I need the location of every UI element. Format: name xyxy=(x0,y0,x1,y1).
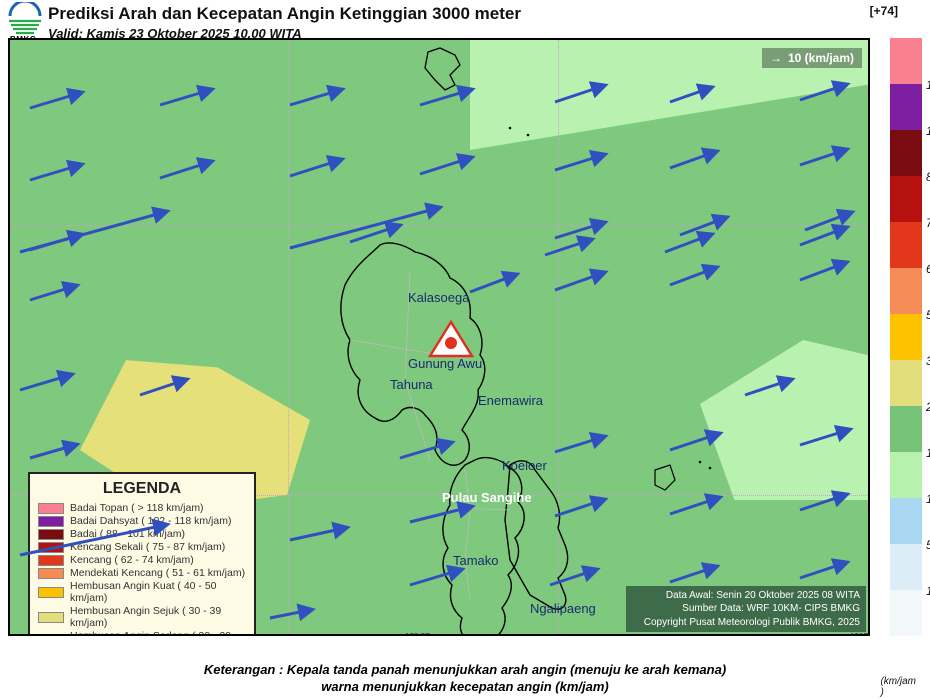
colorbar-tick-1: 1 xyxy=(926,584,930,598)
colorbar-seg-1 xyxy=(890,84,922,130)
colorbar-seg-10 xyxy=(890,498,922,544)
colorbar-seg-2 xyxy=(890,130,922,176)
colorbar-seg-3 xyxy=(890,176,922,222)
colorbar-tick-74: 74 xyxy=(926,216,930,230)
colorbar-tick-39: 39 xyxy=(926,354,930,368)
colorbar-seg-4 xyxy=(890,222,922,268)
map-canvas[interactable]: Kalasoega Gunung Awu Tahuna Enemawira Ko… xyxy=(8,38,870,636)
colorbar-tick-61: 61 xyxy=(926,262,930,276)
frame-counter-label: [+74] xyxy=(870,4,898,18)
colorbar-seg-7 xyxy=(890,360,922,406)
bmkg-logo-icon xyxy=(8,2,42,38)
colorbar-tick-11: 11 xyxy=(926,492,930,506)
colorbar-seg-5 xyxy=(890,268,922,314)
colorbar-tick-101: 101 xyxy=(926,124,930,138)
caption-line-1: Keterangan : Kepala tanda panah menunjuk… xyxy=(0,662,930,679)
map-caption: Keterangan : Kepala tanda panah menunjuk… xyxy=(0,662,930,696)
colorbar-seg-9 xyxy=(890,452,922,498)
colorbar-seg-0 xyxy=(890,38,922,84)
colorbar-tick-87: 87 xyxy=(926,170,930,184)
colorbar-seg-11 xyxy=(890,544,922,590)
colorbar-tick-5: 5 xyxy=(926,538,930,552)
main-title: Prediksi Arah dan Kecepatan Angin Keting… xyxy=(48,4,828,24)
caption-line-2: warna menunjukkan kecepatan angin (km/ja… xyxy=(0,679,930,696)
wind-arrows-svg xyxy=(10,40,870,636)
title-block: Prediksi Arah dan Kecepatan Angin Keting… xyxy=(48,4,828,41)
colorbar-seg-12 xyxy=(890,590,922,636)
colorbar-seg-8 xyxy=(890,406,922,452)
colorbar-tick-50: 50 xyxy=(926,308,930,322)
colorbar-tick-29: 29 xyxy=(926,400,930,414)
colorbar-seg-6 xyxy=(890,314,922,360)
header-section: BMKG Prediksi Arah dan Kecepatan Angin K… xyxy=(8,2,908,42)
colorbar-tick-118: 118 xyxy=(926,78,930,92)
colorbar-tick-19: 19 xyxy=(926,446,930,460)
wind-speed-colorbar[interactable]: 118 101 87 74 61 50 39 29 19 11 5 1 (km/… xyxy=(890,38,922,636)
